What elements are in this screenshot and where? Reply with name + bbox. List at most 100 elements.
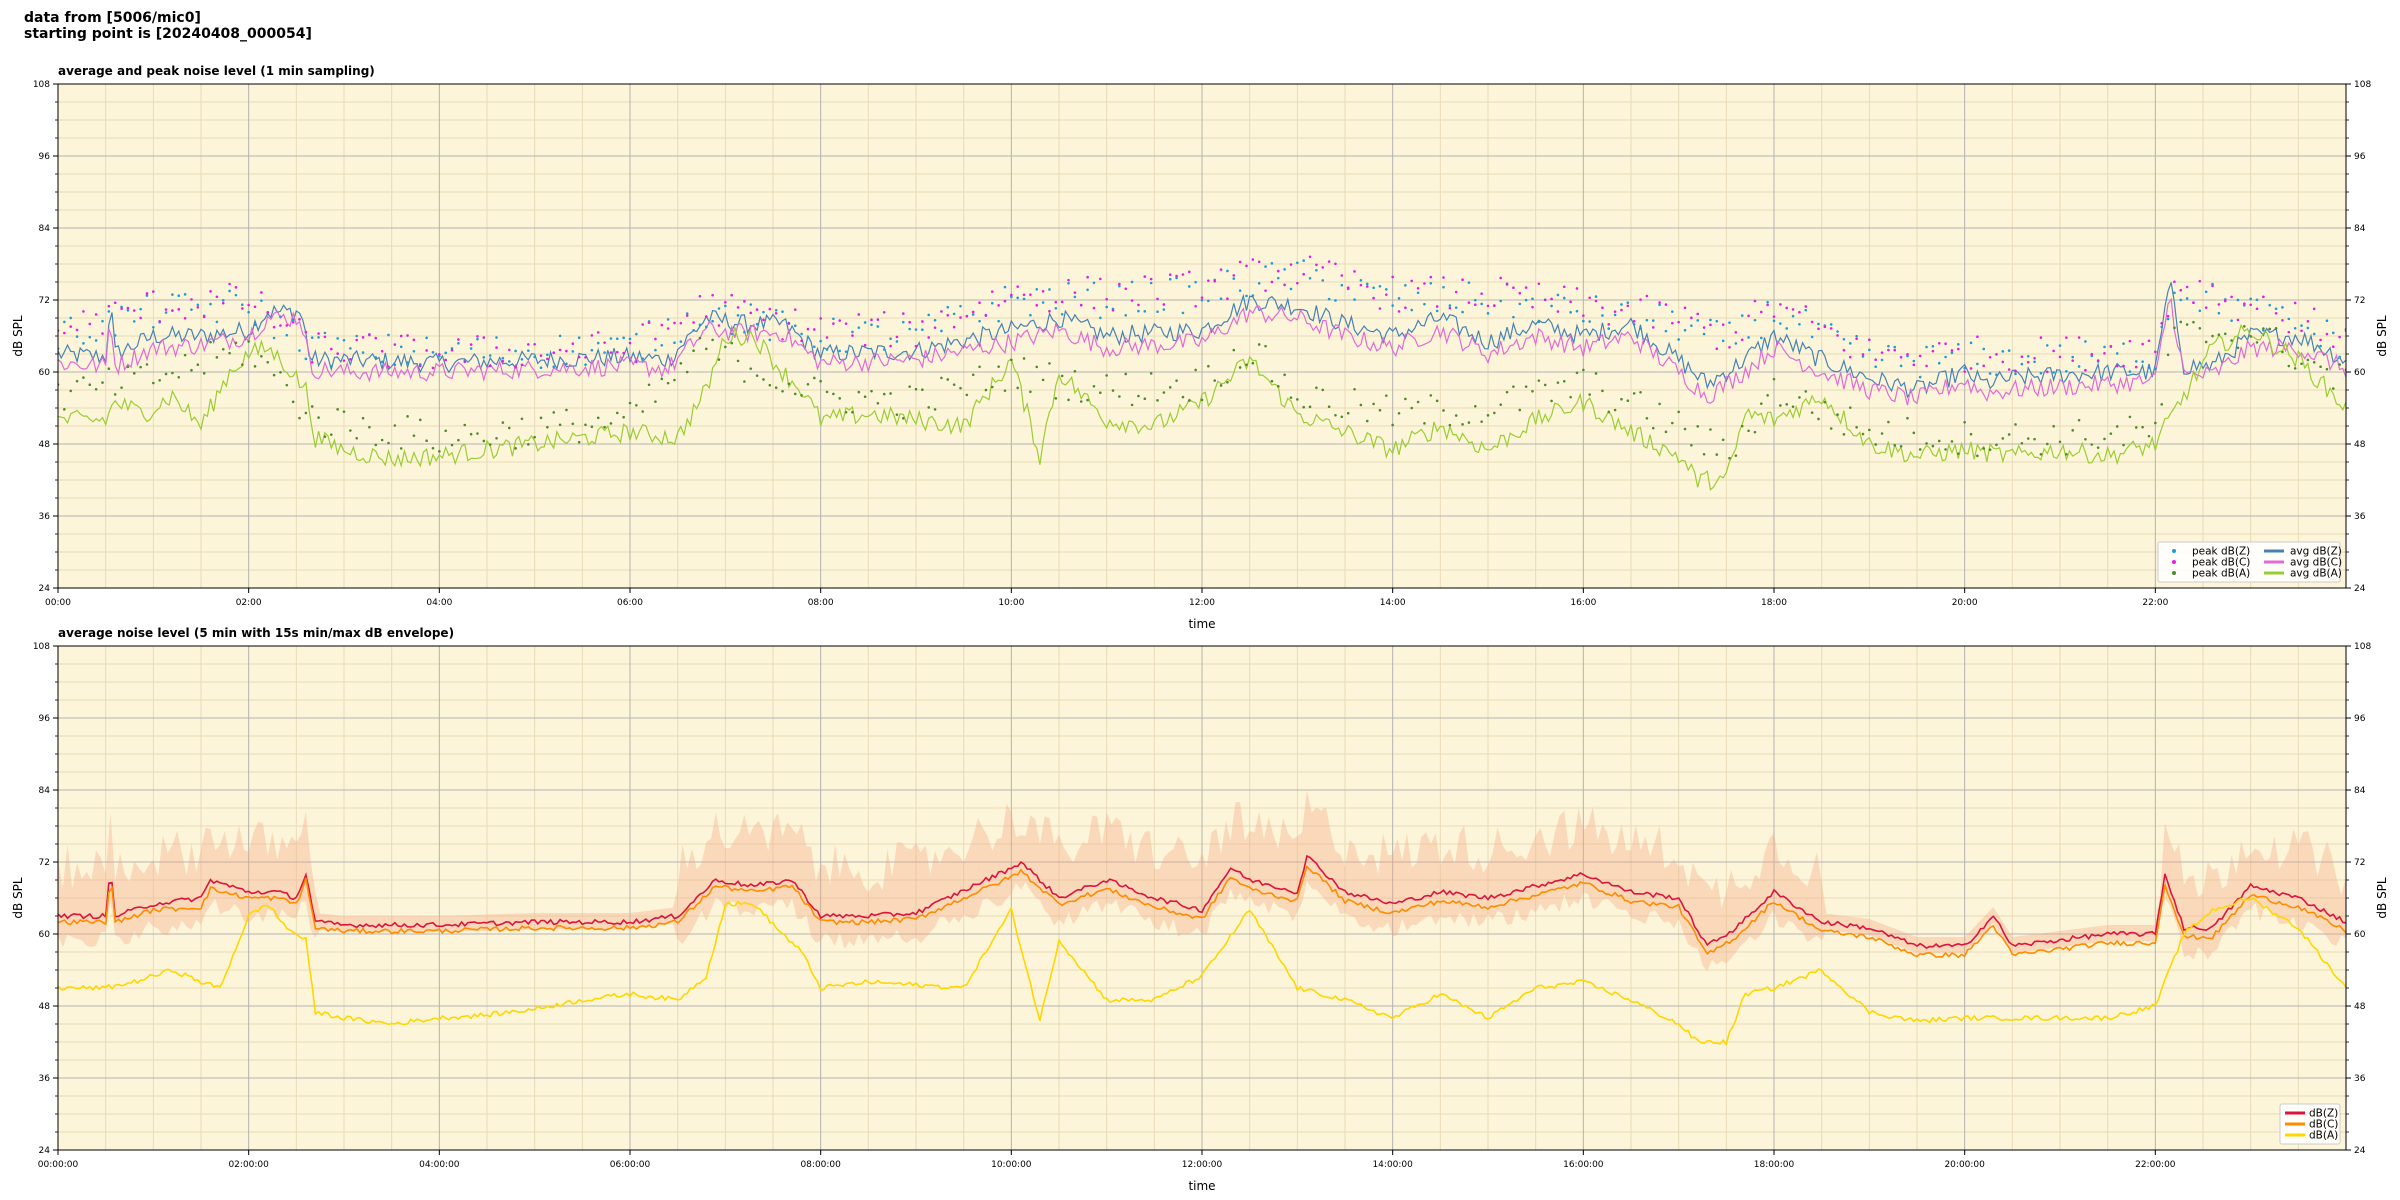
peak-point-peak-db-c- — [793, 308, 797, 311]
y-tick-label: 96 — [39, 714, 51, 724]
peak-point-peak-db-z- — [1270, 262, 1274, 265]
peak-point-peak-db-c- — [406, 334, 409, 337]
peak-point-peak-db-a- — [2338, 363, 2341, 366]
peak-point-peak-db-z- — [2300, 324, 2303, 327]
peak-point-peak-db-a- — [1556, 381, 1560, 384]
peak-point-peak-db-z- — [1664, 329, 1668, 333]
peak-point-peak-db-c- — [889, 344, 892, 348]
peak-point-peak-db-z- — [1810, 335, 1814, 339]
peak-point-peak-db-c- — [1887, 348, 1890, 352]
series-line-db-z- — [58, 854, 2346, 950]
peak-point-peak-db-c- — [1753, 299, 1757, 303]
peak-point-peak-db-z- — [349, 347, 352, 350]
peak-point-peak-db-z- — [870, 323, 873, 327]
peak-point-peak-db-a- — [2268, 327, 2272, 331]
peak-point-peak-db-c- — [196, 305, 200, 309]
legend-label: dB(A) — [2309, 1130, 2338, 1142]
peak-point-peak-db-c- — [1048, 309, 1051, 313]
peak-point-peak-db-a- — [2192, 320, 2195, 324]
x-tick-label: 10:00:00 — [991, 1160, 1032, 1170]
peak-point-peak-db-z- — [1766, 300, 1769, 304]
peak-point-peak-db-c- — [304, 330, 308, 334]
peak-point-peak-db-c- — [1556, 310, 1560, 313]
peak-point-peak-db-a- — [2096, 446, 2100, 449]
peak-point-peak-db-c- — [1931, 349, 1935, 353]
peak-point-peak-db-a- — [342, 410, 346, 413]
y-tick-label-right: 108 — [2354, 642, 2371, 652]
peak-point-peak-db-z- — [1779, 322, 1782, 325]
peak-point-peak-db-a- — [1302, 405, 1305, 409]
peak-point-peak-db-a- — [1423, 422, 1426, 425]
peak-point-peak-db-z- — [1391, 304, 1394, 307]
peak-point-peak-db-a- — [2236, 346, 2240, 350]
x-tick-label: 20:00 — [1952, 598, 1978, 608]
y-tick-label-right: 36 — [2354, 512, 2366, 522]
peak-point-peak-db-z- — [228, 289, 231, 293]
peak-point-peak-db-a- — [1537, 379, 1541, 382]
x-axis-label: time — [1188, 617, 1215, 631]
peak-point-peak-db-c- — [1022, 293, 1026, 297]
peak-point-peak-db-a- — [558, 423, 562, 427]
peak-point-peak-db-c- — [2103, 351, 2106, 355]
peak-point-peak-db-c- — [711, 293, 714, 297]
peak-point-peak-db-c- — [1079, 303, 1083, 307]
peak-point-peak-db-z- — [1518, 302, 1522, 306]
peak-point-peak-db-a- — [768, 383, 772, 387]
peak-point-peak-db-z- — [1187, 285, 1191, 288]
peak-point-peak-db-z- — [1868, 348, 1871, 352]
peak-point-peak-db-c- — [1168, 273, 1172, 276]
peak-point-peak-db-z- — [2173, 291, 2176, 295]
peak-point-peak-db-z- — [2134, 360, 2138, 363]
peak-point-peak-db-c- — [1181, 273, 1185, 276]
peak-point-peak-db-c- — [107, 304, 111, 308]
peak-point-peak-db-z- — [1283, 268, 1286, 271]
peak-point-peak-db-a- — [635, 403, 638, 407]
peak-point-peak-db-z- — [1334, 299, 1337, 302]
peak-point-peak-db-c- — [1137, 303, 1140, 307]
peak-point-peak-db-z- — [1181, 311, 1185, 315]
peak-point-peak-db-a- — [959, 386, 962, 390]
peak-point-peak-db-c- — [171, 309, 174, 312]
peak-point-peak-db-a- — [1620, 397, 1623, 401]
peak-point-peak-db-z- — [825, 348, 829, 351]
y-tick-label-right: 60 — [2354, 368, 2366, 378]
peak-point-peak-db-c- — [1232, 274, 1236, 277]
peak-point-peak-db-z- — [412, 349, 416, 353]
peak-point-peak-db-z- — [241, 303, 244, 306]
peak-point-peak-db-c- — [1219, 268, 1223, 271]
x-tick-label: 16:00:00 — [1563, 1160, 1604, 1170]
peak-point-peak-db-z- — [889, 337, 892, 341]
x-tick-label: 06:00 — [617, 598, 643, 608]
peak-point-peak-db-c- — [813, 328, 816, 331]
peak-point-peak-db-c- — [2281, 319, 2284, 322]
peak-point-peak-db-z- — [2033, 360, 2036, 364]
peak-point-peak-db-c- — [933, 326, 937, 329]
peak-point-peak-db-a- — [171, 371, 174, 375]
peak-point-peak-db-c- — [247, 303, 250, 307]
peak-point-peak-db-c- — [997, 304, 1000, 307]
peak-point-peak-db-z- — [1327, 297, 1331, 301]
peak-point-peak-db-z- — [69, 316, 73, 320]
peak-point-peak-db-z- — [1022, 297, 1026, 301]
peak-point-peak-db-a- — [247, 340, 250, 343]
peak-point-peak-db-c- — [762, 318, 765, 322]
peak-point-peak-db-c- — [914, 344, 918, 348]
peak-point-peak-db-c- — [660, 323, 664, 327]
peak-point-peak-db-c- — [1531, 305, 1534, 309]
peak-point-peak-db-c- — [1346, 286, 1350, 290]
peak-point-peak-db-c- — [126, 306, 130, 310]
x-axis-label: time — [1188, 1179, 1215, 1193]
peak-point-peak-db-a- — [615, 411, 619, 415]
peak-point-peak-db-a- — [507, 426, 511, 430]
peak-point-peak-db-a- — [1664, 430, 1668, 434]
peak-point-peak-db-c- — [1200, 296, 1204, 299]
peak-point-peak-db-z- — [171, 293, 174, 296]
peak-point-peak-db-a- — [380, 438, 384, 442]
peak-point-peak-db-z- — [247, 310, 250, 314]
peak-point-peak-db-z- — [927, 313, 931, 317]
peak-point-peak-db-c- — [221, 301, 225, 305]
peak-point-peak-db-a- — [438, 450, 441, 453]
peak-point-peak-db-c- — [622, 351, 625, 355]
peak-point-peak-db-c- — [615, 350, 619, 354]
